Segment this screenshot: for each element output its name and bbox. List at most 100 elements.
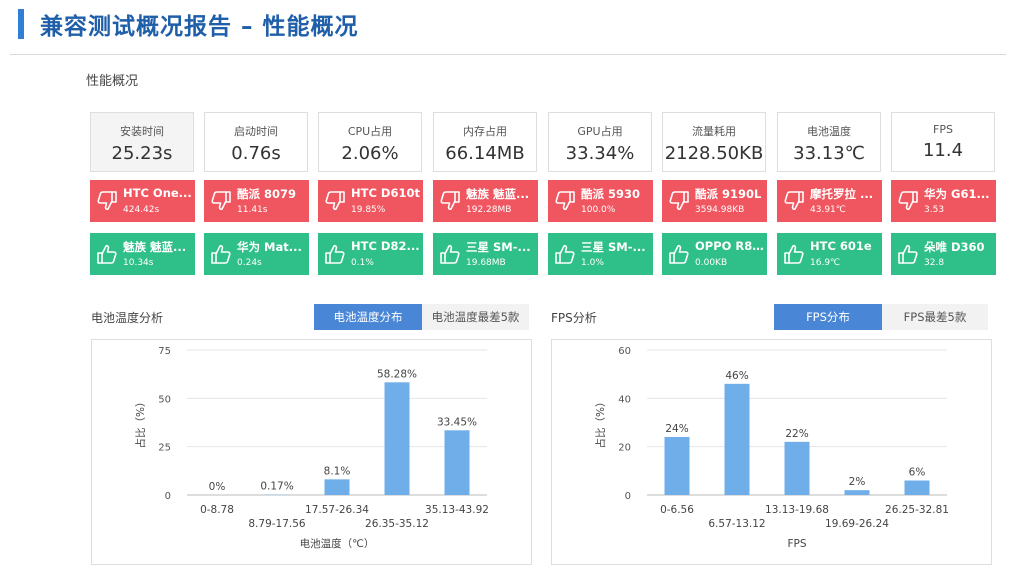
device-value: 19.68MB: [466, 258, 506, 268]
metric-value: 11.4: [922, 140, 964, 161]
battery-bar-chart: 0 25 50 75 0% 0-8.78 0.17% 8.79-17.56 8.1% 17.57-…: [134, 346, 489, 550]
x-tick-label: 8.79-17.56: [248, 518, 306, 530]
y-tick-label: 75: [158, 346, 171, 357]
device-name: 华为 G61...: [924, 187, 990, 201]
thumbs-up-icon: [554, 243, 576, 265]
data-label: 22%: [785, 428, 808, 440]
x-axis-title: FPS: [787, 538, 806, 550]
metric-value: 25.23s: [111, 143, 173, 164]
metric-card[interactable]: 安装时间 25.23s: [90, 112, 194, 172]
tab-fps-worst5[interactable]: FPS最差5款: [882, 304, 988, 330]
thumbs-down-icon: [897, 190, 919, 212]
device-value: 19.85%: [351, 205, 386, 215]
metric-value: 66.14MB: [445, 143, 525, 164]
x-tick-label: 0-8.78: [200, 504, 234, 516]
worst-device-card[interactable]: 华为 G61... 3.53: [891, 180, 996, 222]
x-tick-label: 19.69-26.24: [825, 518, 889, 530]
metric-label: 流量耗用: [692, 125, 736, 138]
device-value: 424.42s: [123, 205, 160, 215]
metric-value: 2.06%: [341, 143, 399, 164]
data-label: 8.1%: [324, 465, 351, 477]
device-name: HTC 601e: [810, 239, 872, 253]
battery-chart-panel: 0 25 50 75 0% 0-8.78 0.17% 8.79-17.56 8.1% 17.57-…: [91, 339, 532, 565]
device-name: HTC One...: [123, 186, 192, 200]
device-value: 10.34s: [123, 258, 154, 268]
metric-label: FPS: [933, 123, 953, 136]
data-label: 33.45%: [437, 416, 477, 428]
x-tick-label: 6.57-13.12: [708, 518, 765, 530]
bar[interactable]: [324, 479, 350, 495]
metric-card[interactable]: FPS 11.4: [891, 112, 995, 172]
thumbs-up-icon: [96, 243, 118, 265]
best-device-card[interactable]: 朵唯 D360 32.8: [891, 233, 996, 275]
y-tick-label: 60: [618, 346, 631, 357]
device-value: 0.00KB: [695, 258, 728, 268]
device-name: 三星 SM-...: [466, 240, 531, 254]
device-name: OPPO R8...: [695, 239, 764, 253]
best-device-card[interactable]: 三星 SM-... 1.0%: [548, 233, 653, 275]
worst-device-card[interactable]: 摩托罗拉 ... 43.91℃: [777, 180, 882, 222]
metric-value: 33.34%: [565, 143, 635, 164]
data-label: 58.28%: [377, 368, 417, 380]
fps-chart-tabs: FPS分布 FPS最差5款: [774, 304, 988, 330]
y-tick-label: 40: [618, 394, 631, 405]
y-tick-label: 0: [625, 491, 631, 502]
thumbs-up-icon: [439, 243, 461, 265]
worst-device-card[interactable]: 酷派 8079 11.41s: [204, 180, 309, 222]
metric-card[interactable]: CPU占用 2.06%: [318, 112, 422, 172]
y-tick-label: 0: [165, 491, 171, 502]
device-name: 魅族 魅蓝...: [466, 187, 530, 201]
best-device-card[interactable]: HTC 601e 16.9℃: [777, 233, 882, 275]
metric-value: 0.76s: [231, 143, 281, 164]
x-tick-label: 26.25-32.81: [885, 504, 949, 516]
battery-chart-tabs: 电池温度分布 电池温度最差5款: [314, 304, 529, 330]
best-device-card[interactable]: 魅族 魅蓝... 10.34s: [90, 233, 195, 275]
thumbs-up-icon: [668, 243, 690, 265]
thumbs-down-icon: [668, 190, 690, 212]
best-device-card[interactable]: 华为 Mat... 0.24s: [204, 233, 309, 275]
bar[interactable]: [784, 441, 810, 495]
y-tick-label: 20: [618, 443, 631, 454]
fps-bar-chart: 0 20 40 60 24% 0-6.56 46% 6.57-13.12 22% 13.13-19…: [594, 346, 949, 550]
device-name: 朵唯 D360: [924, 240, 985, 254]
metric-label: 内存占用: [463, 125, 507, 138]
data-label: 6%: [909, 467, 926, 479]
thumbs-up-icon: [897, 243, 919, 265]
thumbs-down-icon: [439, 190, 461, 212]
bar[interactable]: [904, 480, 930, 496]
bar[interactable]: [664, 437, 690, 495]
x-tick-label: 0-6.56: [660, 504, 694, 516]
bar[interactable]: [444, 430, 470, 495]
worst-device-card[interactable]: 酷派 5930 100.0%: [548, 180, 653, 222]
worst-device-card[interactable]: HTC D610t 19.85%: [318, 180, 423, 222]
device-name: 华为 Mat...: [237, 240, 302, 254]
metric-card[interactable]: 内存占用 66.14MB: [433, 112, 537, 172]
data-label: 46%: [725, 370, 748, 382]
device-name: 酷派 5930: [581, 187, 641, 201]
tab-fps-distribution[interactable]: FPS分布: [774, 304, 882, 330]
bar[interactable]: [384, 382, 410, 495]
worst-device-card[interactable]: 魅族 魅蓝... 192.28MB: [433, 180, 538, 222]
best-device-card[interactable]: HTC D82... 0.1%: [318, 233, 423, 275]
data-label: 24%: [665, 423, 688, 435]
device-name: HTC D82...: [351, 239, 420, 253]
metric-card[interactable]: 启动时间 0.76s: [204, 112, 308, 172]
x-tick-label: 13.13-19.68: [765, 504, 829, 516]
bar[interactable]: [844, 490, 870, 495]
bar[interactable]: [724, 383, 750, 495]
thumbs-down-icon: [96, 190, 118, 212]
metric-card[interactable]: GPU占用 33.34%: [548, 112, 652, 172]
best-device-card[interactable]: OPPO R8... 0.00KB: [662, 233, 767, 275]
tab-battery-distribution[interactable]: 电池温度分布: [314, 304, 422, 330]
device-name: HTC D610t: [351, 186, 420, 200]
worst-device-card[interactable]: 酷派 9190L 3594.98KB: [662, 180, 767, 222]
metric-label: CPU占用: [347, 125, 393, 138]
header-accent-bar: [18, 9, 24, 39]
metric-card[interactable]: 流量耗用 2128.50KB: [662, 112, 766, 172]
tab-battery-worst5[interactable]: 电池温度最差5款: [422, 304, 529, 330]
metric-card[interactable]: 电池温度 33.13℃: [777, 112, 881, 172]
device-value: 3594.98KB: [695, 205, 745, 215]
data-label: 2%: [849, 476, 866, 488]
best-device-card[interactable]: 三星 SM-... 19.68MB: [433, 233, 538, 275]
worst-device-card[interactable]: HTC One... 424.42s: [90, 180, 195, 222]
